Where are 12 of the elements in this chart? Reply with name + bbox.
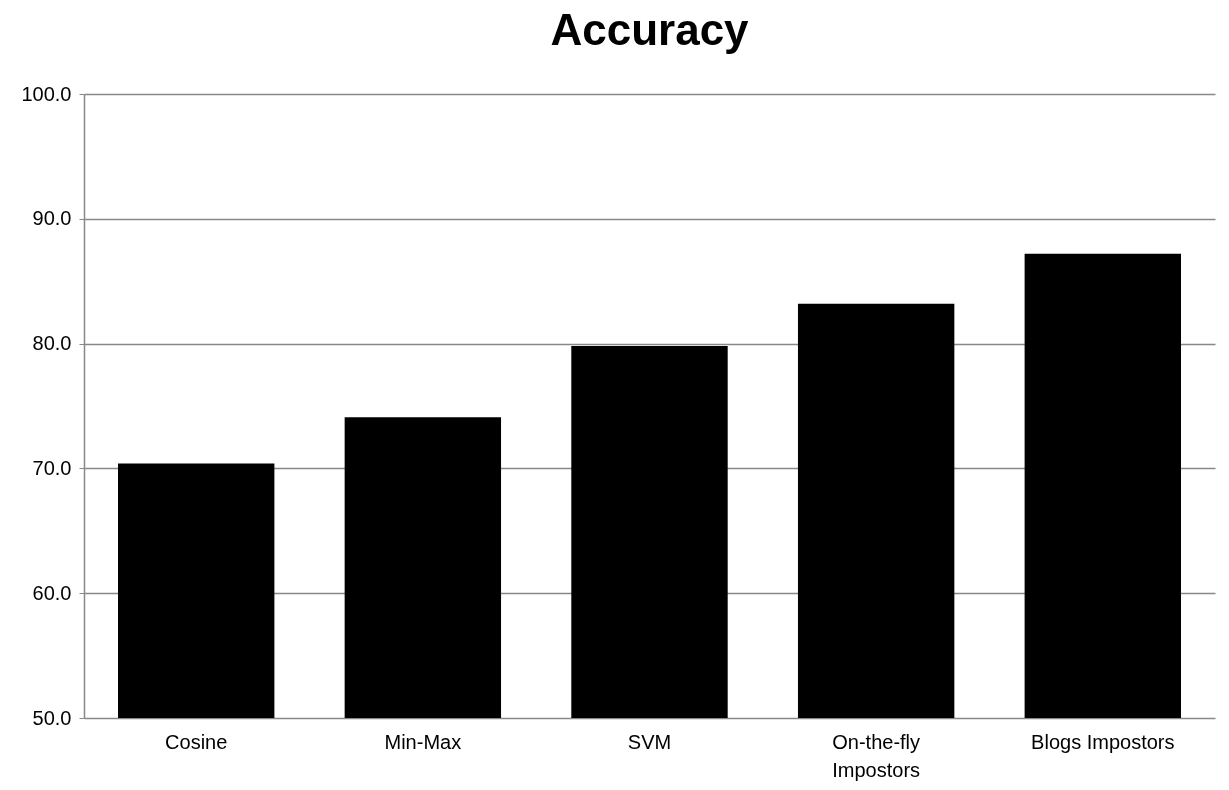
- y-tick-label: 50.0: [32, 706, 72, 729]
- x-tick-label: Min-Max: [384, 730, 462, 753]
- chart-title: Accuracy: [550, 5, 750, 54]
- y-tick-label: 90.0: [32, 207, 72, 230]
- x-tick-label: SVM: [627, 730, 672, 753]
- y-tick-label: 70.0: [32, 456, 72, 479]
- x-tick-label: Blogs Impostors: [1031, 730, 1175, 753]
- y-tick-label: 100.0: [21, 82, 72, 105]
- x-tick-label: On-the-fly Impostors: [832, 730, 921, 781]
- x-tick-label: Cosine: [165, 730, 228, 753]
- y-tick-label: 80.0: [32, 332, 72, 355]
- y-tick-label: 60.0: [32, 581, 72, 604]
